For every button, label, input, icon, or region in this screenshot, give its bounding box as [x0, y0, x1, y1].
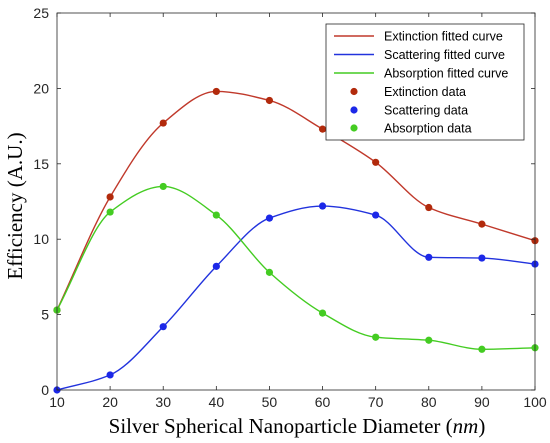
legend-marker-extinction — [350, 87, 358, 96]
absorption-data-point — [372, 333, 380, 341]
scattering-data-point — [478, 254, 486, 262]
scattering-data-point — [372, 211, 380, 219]
plot-area — [53, 87, 539, 394]
absorption-data-point — [478, 345, 486, 353]
legend-entry-absorption-data: Absorption data — [350, 122, 472, 136]
extinction-data-point — [318, 125, 327, 133]
legend-box — [325, 23, 525, 141]
absorption-data-point — [265, 268, 274, 276]
extinction-data-point — [106, 193, 114, 201]
extinction-data-point — [372, 158, 380, 166]
x-tick-label: 30 — [155, 394, 171, 410]
absorption-data-point — [425, 336, 433, 344]
legend-label-scattering-fit: Scattering fitted curve — [384, 48, 505, 62]
legend-entry-absorption-fit: Absorption fitted curve — [334, 67, 508, 81]
extinction-data-point — [159, 119, 167, 127]
legend-label-extinction-data: Extinction data — [384, 85, 466, 99]
legend-label-extinction-fit: Extinction fitted curve — [384, 30, 503, 44]
extinction-data-point — [478, 220, 486, 228]
legend-entry-scattering-data: Scattering data — [350, 104, 468, 118]
x-tick-label: 20 — [102, 394, 118, 410]
plot-frame — [56, 12, 536, 391]
scattering-data-point — [425, 253, 433, 261]
legend-marker-absorption — [350, 124, 358, 132]
extinction-fitted-curve — [56, 90, 536, 311]
scattering-data-point — [106, 371, 114, 379]
legend-label-scattering-data: Scattering data — [384, 104, 468, 118]
x-tick-label: 10 — [49, 394, 65, 410]
extinction-data-point — [212, 87, 220, 96]
extinction-data-point — [425, 203, 433, 212]
y-tick-label: 25 — [33, 5, 49, 21]
y-tick-label: 10 — [33, 231, 49, 247]
legend-entry-extinction-data: Extinction data — [350, 85, 466, 99]
scattering-data-point — [159, 323, 167, 331]
absorption-data-point — [212, 211, 220, 219]
absorption-fitted-curve — [56, 185, 536, 350]
x-tick-label: 50 — [262, 394, 278, 410]
y-axis-title: Efficiency (A.U.) — [3, 132, 27, 279]
x-tick-label: 80 — [421, 394, 437, 410]
y-tick-label: 5 — [41, 307, 49, 323]
y-tick-label: 15 — [33, 156, 49, 172]
absorption-data-point — [159, 182, 167, 191]
y-tick-label: 0 — [41, 382, 49, 398]
x-tick-label: 90 — [474, 394, 490, 410]
legend-label-absorption-data: Absorption data — [384, 122, 472, 136]
legend-entry-scattering-fit: Scattering fitted curve — [334, 48, 505, 62]
axes: 10 20 30 40 50 60 70 80 90 100 0 5 10 15 20 25 — [33, 5, 546, 410]
x-tick-label: 60 — [315, 394, 331, 410]
legend-label-absorption-fit: Absorption fitted curve — [384, 67, 508, 81]
x-axis-title: Silver Spherical Nanoparticle Diameter (… — [109, 414, 486, 438]
legend: Extinction fitted curve Scattering fitte… — [325, 23, 525, 141]
x-tick-label: 100 — [523, 394, 547, 410]
absorption-data-point — [106, 208, 114, 216]
scattering-data-point — [265, 214, 274, 222]
scattering-data-point — [212, 262, 220, 270]
legend-entry-extinction-fit: Extinction fitted curve — [334, 30, 503, 44]
y-tick-label: 20 — [33, 80, 49, 96]
scattering-fitted-curve — [56, 205, 536, 391]
x-tick-label: 40 — [209, 394, 225, 410]
scattering-data-point — [318, 202, 327, 210]
absorption-data-point — [318, 309, 327, 317]
legend-marker-scattering — [350, 106, 358, 114]
x-tick-label: 70 — [368, 394, 384, 410]
extinction-data-point — [265, 96, 274, 105]
